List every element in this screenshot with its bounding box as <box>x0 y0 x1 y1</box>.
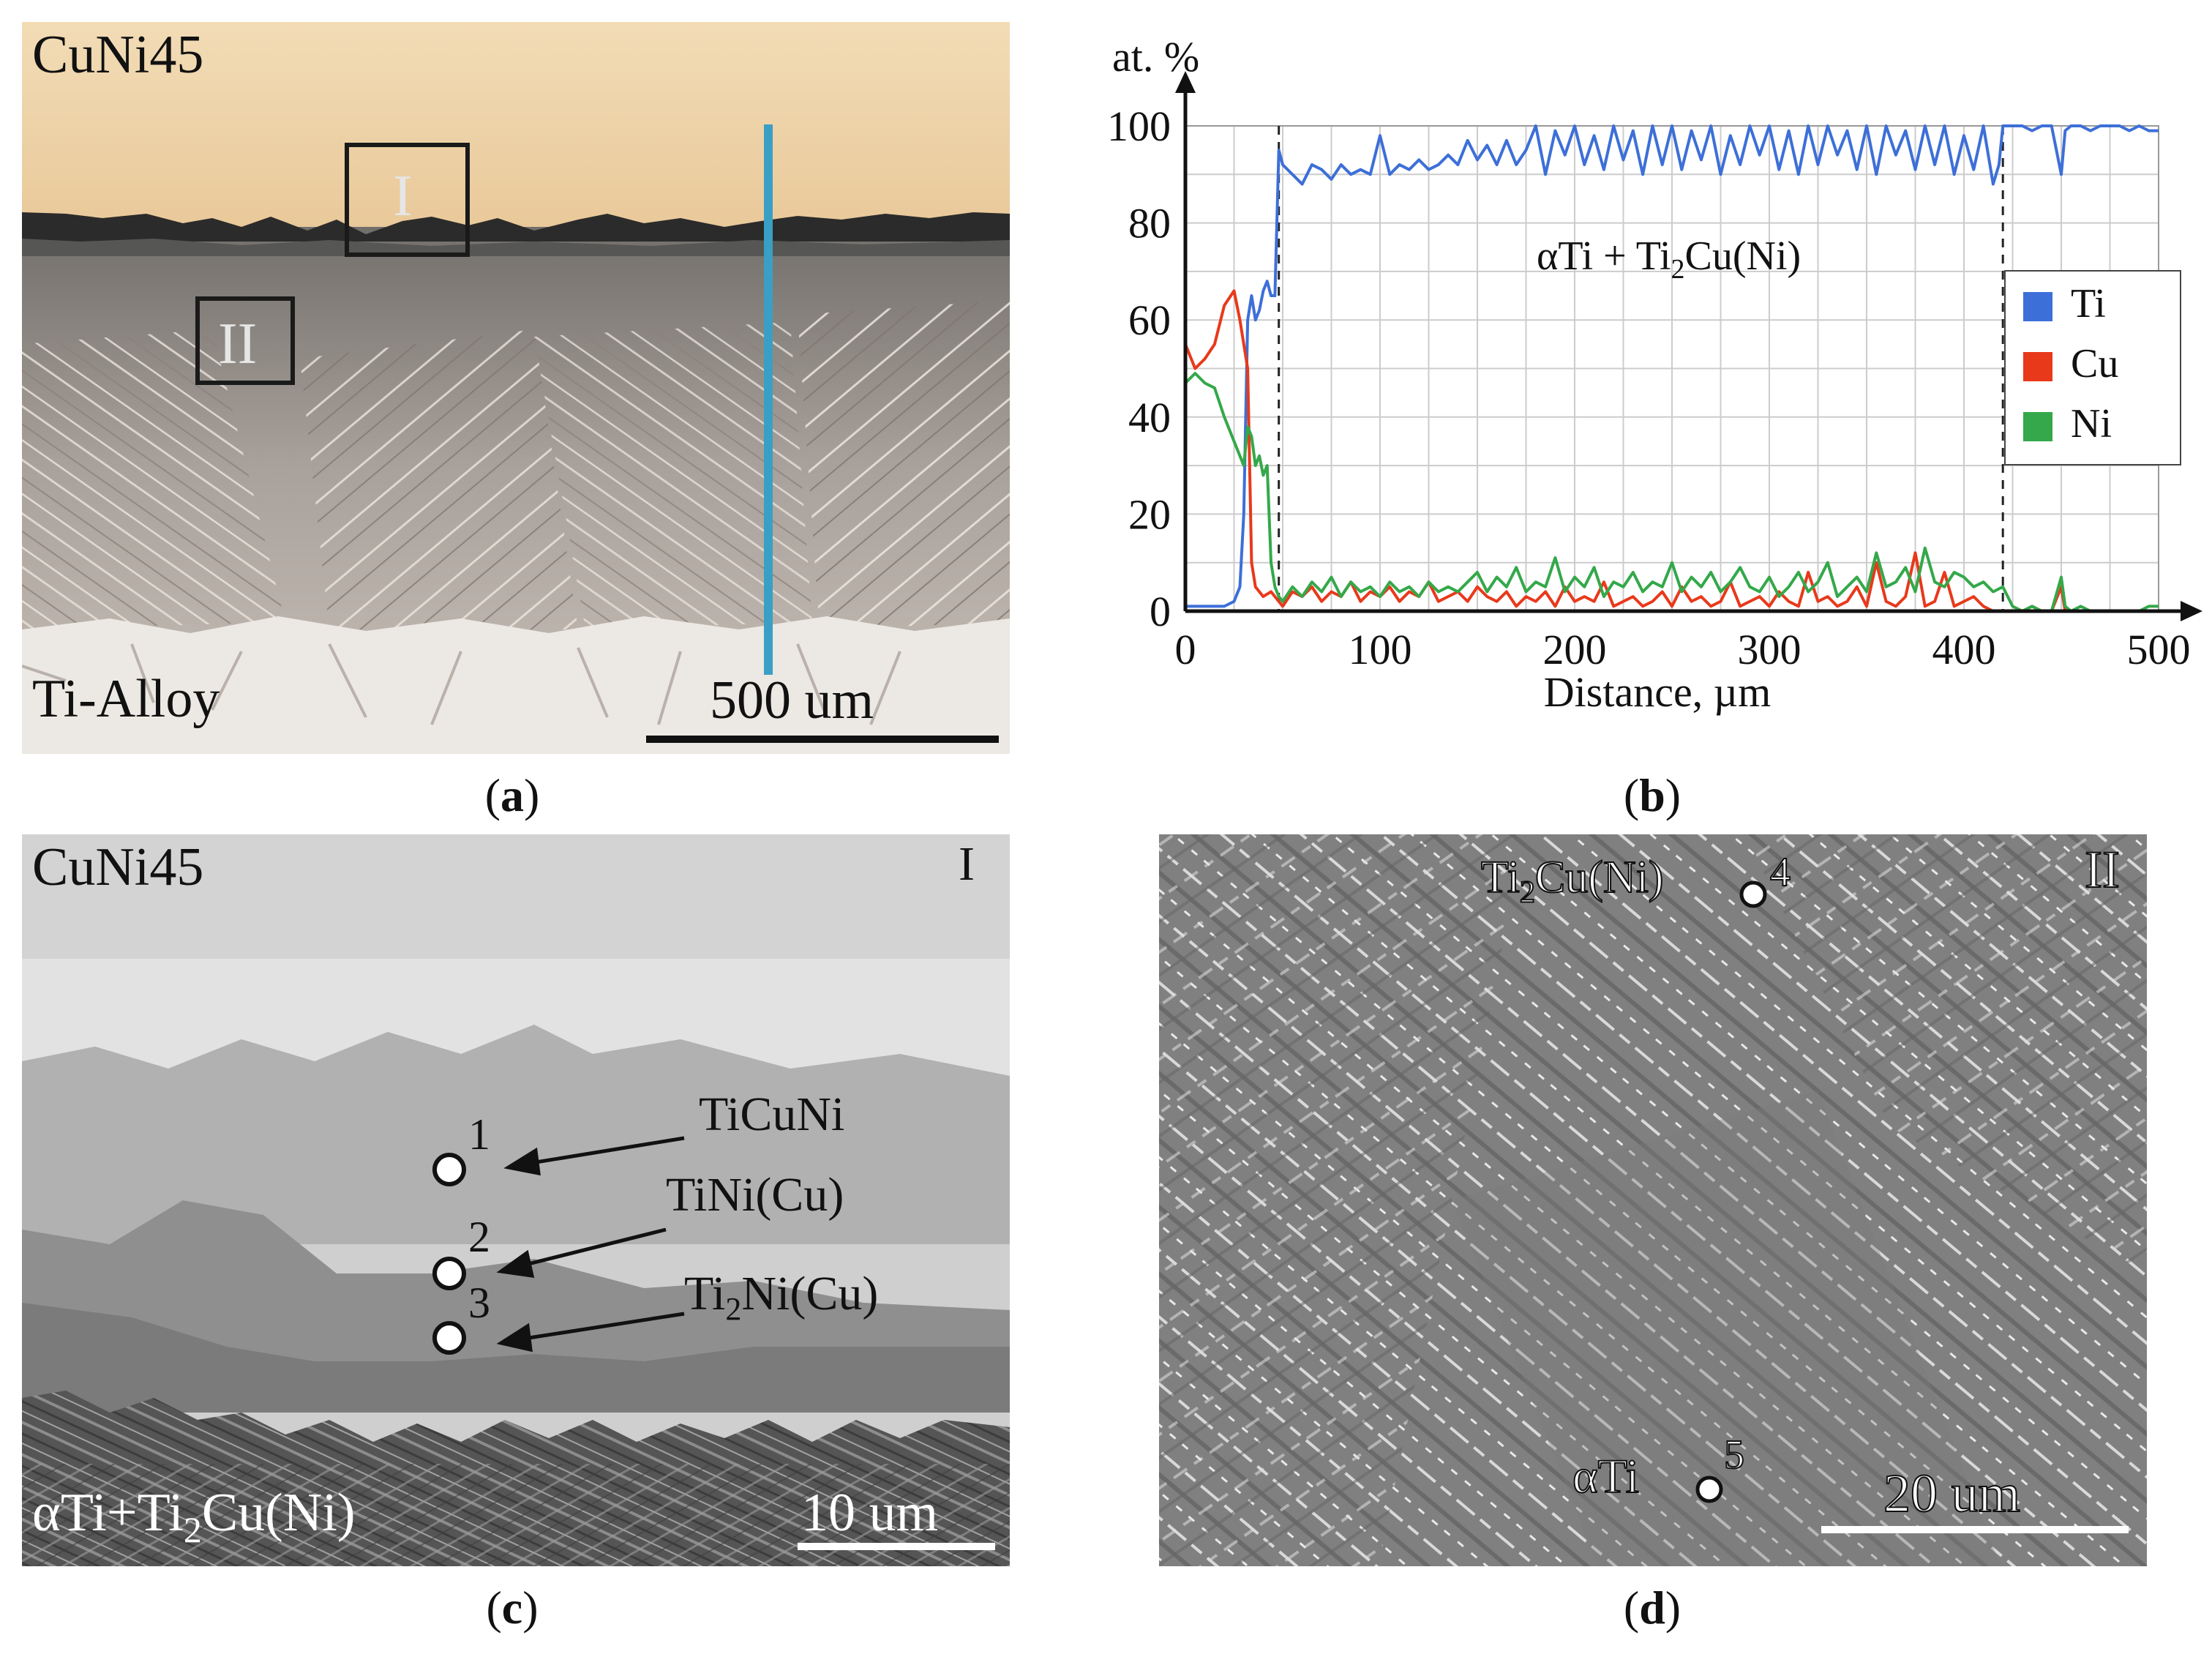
x-axis-arrow <box>2181 601 2202 621</box>
caption-d-letter: d <box>1639 1582 1665 1634</box>
label-c-sub: 2 <box>183 1508 202 1550</box>
p4-pre: Ti <box>1480 853 1521 902</box>
panel-a-micrograph: CuNi45 Ti-Alloy I II 500 um <box>22 22 1010 754</box>
legend-label-cu: Cu <box>2071 341 2118 386</box>
panel-b-chart: 0 100 200 300 400 500 0 20 40 60 80 100 at. % Distanc… <box>1068 33 2210 761</box>
region-box-II <box>195 296 295 385</box>
linescan-marker <box>764 124 773 675</box>
y-tick-label: 20 <box>1128 490 1171 538</box>
caption-d: (d) <box>1623 1582 1682 1634</box>
y-axis-label: at. % <box>1112 37 1199 81</box>
legend-swatch-ti <box>2023 292 2052 321</box>
x-tick-label: 400 <box>1932 626 1996 673</box>
label-c-pre: αTi+Ti <box>32 1483 184 1543</box>
phase-ticuni: TiCuNi <box>699 1088 845 1141</box>
scale-bar-c <box>798 1543 995 1550</box>
corner-label-II: II <box>2084 840 2121 899</box>
scale-bar-d <box>1821 1526 2129 1533</box>
phase-ti2cu-ni: Ti2Cu(Ni) <box>1480 853 1665 910</box>
point-4-marker <box>1739 880 1767 908</box>
x-tick-label: 300 <box>1738 626 1802 673</box>
phase-ti2ni-cu: Ti2Ni(Cu) <box>684 1270 878 1325</box>
point-5-marker <box>1695 1475 1723 1503</box>
x-tick-label: 100 <box>1349 626 1412 673</box>
scale-text-a: 500 um <box>710 670 874 730</box>
box-I-label: I <box>393 164 413 228</box>
point-2-num: 2 <box>468 1213 490 1261</box>
line-chart-svg: 0 100 200 300 400 500 0 20 40 60 80 100 at. % Distanc… <box>1107 33 2202 716</box>
series-line-ti <box>1185 124 2159 608</box>
x-tick-label: 200 <box>1543 626 1607 673</box>
y-tick-label: 0 <box>1150 588 1171 635</box>
phase-annotation: αTi + Ti2Cu(Ni) <box>1537 233 1801 285</box>
corner-label-I: I <box>959 837 975 891</box>
caption-a-letter: a <box>500 769 524 821</box>
region-box-I <box>345 143 470 257</box>
point-1-num: 1 <box>468 1110 490 1159</box>
legend-swatch-cu <box>2023 352 2052 381</box>
cuni45-label-c: CuNi45 <box>32 837 204 897</box>
legend-label-ti: Ti <box>2071 281 2106 326</box>
x-tick-label: 0 <box>1175 626 1196 673</box>
x-axis-label: Distance, µm <box>1544 668 1771 716</box>
y-axis-arrow <box>1175 71 1196 93</box>
caption-c: (c) <box>486 1582 539 1634</box>
point-2-marker <box>432 1257 466 1290</box>
p4-sub: 2 <box>1519 875 1536 910</box>
panel-c-sem: CuNi45 I 1 2 3 TiCuNi TiNi(Cu) Ti2Ni(Cu)… <box>22 834 1010 1566</box>
point-1-marker <box>432 1153 466 1186</box>
legend-swatch-ni <box>2023 412 2052 441</box>
caption-b-letter: b <box>1639 769 1665 821</box>
phase-ti2ni-pre: Ti <box>684 1267 726 1320</box>
y-tick-label: 60 <box>1128 296 1171 344</box>
cuni45-label-a: CuNi45 <box>32 25 204 85</box>
phase-ti2ni-sub: 2 <box>725 1291 742 1328</box>
phase-tini-cu: TiNi(Cu) <box>666 1168 844 1222</box>
series-line-ni <box>1184 372 2159 613</box>
caption-b: (b) <box>1623 769 1682 821</box>
phase-ti2ni-post: Ni(Cu) <box>741 1267 879 1320</box>
y-tick-label: 40 <box>1128 394 1171 441</box>
point-5-num: 5 <box>1723 1432 1745 1478</box>
y-tick-label: 100 <box>1107 102 1171 150</box>
alpha-ti-label-d: αTi <box>1572 1450 1640 1503</box>
sem-image-d <box>1159 834 2147 1566</box>
legend-label-ni: Ni <box>2071 401 2112 446</box>
box-II-label: II <box>218 312 258 376</box>
scale-text-d: 20 um <box>1883 1464 2021 1524</box>
y-tick-label: 80 <box>1128 200 1171 247</box>
sem-image-c <box>22 834 1010 1566</box>
scale-bar-a <box>646 736 999 743</box>
scale-text-c: 10 um <box>801 1483 939 1543</box>
x-tick-label: 500 <box>2127 626 2191 673</box>
caption-c-letter: c <box>501 1582 523 1634</box>
optical-micrograph <box>22 22 1010 754</box>
point-4-num: 4 <box>1769 850 1791 895</box>
p4-post: Cu(Ni) <box>1534 853 1665 902</box>
ti-alloy-label: Ti-Alloy <box>32 669 220 729</box>
alpha-ti-ti2cu-label: αTi+Ti2Cu(Ni) <box>32 1486 355 1548</box>
caption-a: (a) <box>484 769 540 821</box>
point-3-num: 3 <box>468 1279 490 1327</box>
point-3-marker <box>432 1321 466 1355</box>
label-c-post: Cu(Ni) <box>201 1483 356 1543</box>
panel-d-sem: II Ti2Cu(Ni) 4 αTi 5 20 um <box>1159 834 2147 1566</box>
